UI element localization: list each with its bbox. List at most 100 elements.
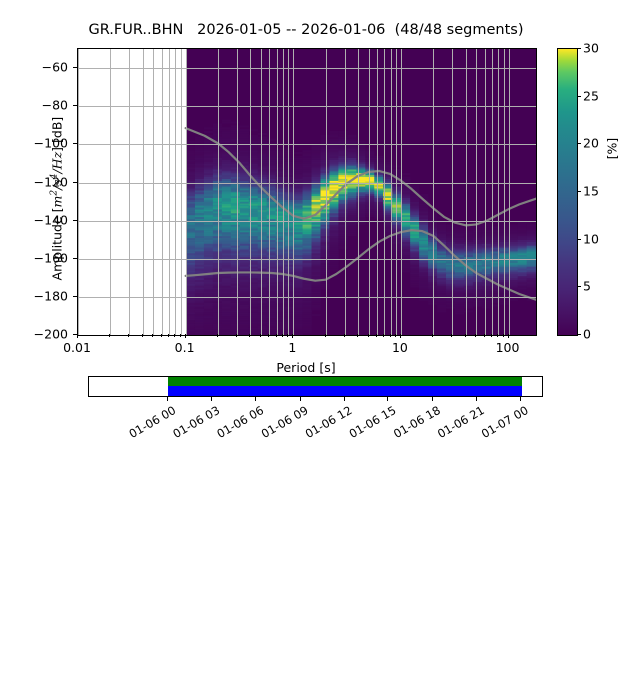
x-tick-minor bbox=[484, 334, 485, 337]
x-tick-minor bbox=[497, 334, 498, 337]
ppsd-figure: GR.FUR..BHN 2026-01-05 -- 2026-01-06 (48… bbox=[0, 0, 640, 480]
x-tick-minor bbox=[168, 334, 169, 337]
timeline-tick bbox=[255, 397, 256, 401]
ylabel-unit-m-exp: 2 bbox=[49, 190, 59, 196]
grid-line-vertical bbox=[181, 49, 182, 335]
x-tick-major bbox=[77, 334, 78, 338]
y-tick bbox=[73, 67, 77, 68]
grid-line-vertical bbox=[269, 49, 270, 335]
grid-line-vertical bbox=[384, 49, 385, 335]
grid-line-vertical bbox=[504, 49, 505, 335]
grid-line-vertical bbox=[169, 49, 170, 335]
y-tick bbox=[73, 105, 77, 106]
x-tick-minor bbox=[161, 334, 162, 337]
grid-line-vertical bbox=[466, 49, 467, 335]
x-tick-label: 100 bbox=[496, 340, 520, 355]
colorbar bbox=[557, 48, 578, 336]
colorbar-tick-label: 5 bbox=[583, 279, 591, 294]
x-tick-label: 0.1 bbox=[175, 340, 195, 355]
grid-line-vertical bbox=[509, 49, 510, 335]
colorbar-tick bbox=[577, 48, 581, 49]
x-tick-minor bbox=[368, 334, 369, 337]
ppsd-axes bbox=[77, 48, 537, 336]
grid-line-vertical bbox=[162, 49, 163, 335]
page-title: GR.FUR..BHN 2026-01-05 -- 2026-01-06 (48… bbox=[0, 22, 612, 38]
x-tick-minor bbox=[491, 334, 492, 337]
grid-line-horizontal bbox=[78, 297, 536, 298]
grid-line-horizontal bbox=[78, 68, 536, 69]
grid-line-vertical bbox=[485, 49, 486, 335]
timeline-tick bbox=[476, 397, 477, 401]
grid-line-horizontal bbox=[78, 259, 536, 260]
x-tick-major bbox=[185, 334, 186, 338]
x-tick-minor bbox=[180, 334, 181, 337]
colorbar-tick bbox=[577, 239, 581, 240]
y-tick bbox=[73, 143, 77, 144]
x-tick-minor bbox=[217, 334, 218, 337]
x-tick-minor bbox=[451, 334, 452, 337]
grid-line-vertical bbox=[288, 49, 289, 335]
colorbar-tick-label: 30 bbox=[583, 41, 599, 56]
x-tick-minor bbox=[276, 334, 277, 337]
colorbar-tick bbox=[577, 143, 581, 144]
colorbar-label: [%] bbox=[605, 99, 620, 199]
grid-line-horizontal bbox=[78, 144, 536, 145]
grid-line-vertical bbox=[78, 49, 79, 335]
noise-model-overlay bbox=[78, 49, 536, 335]
x-tick-minor bbox=[128, 334, 129, 337]
grid-line-horizontal bbox=[78, 183, 536, 184]
grid-line-vertical bbox=[377, 49, 378, 335]
x-tick-minor bbox=[357, 334, 358, 337]
x-tick-minor bbox=[282, 334, 283, 337]
x-tick-minor bbox=[344, 334, 345, 337]
grid-line-vertical bbox=[293, 49, 294, 335]
x-tick-major bbox=[508, 334, 509, 338]
colorbar-tick-label: 25 bbox=[583, 88, 599, 103]
colorbar-tick bbox=[577, 191, 581, 192]
grid-line-vertical bbox=[218, 49, 219, 335]
timeline-tick bbox=[387, 397, 388, 401]
y-tick bbox=[73, 296, 77, 297]
y-tick bbox=[73, 182, 77, 183]
grid-line-vertical bbox=[433, 49, 434, 335]
grid-line-vertical bbox=[153, 49, 154, 335]
colorbar-tick-label: 10 bbox=[583, 231, 599, 246]
x-tick-minor bbox=[325, 334, 326, 337]
colorbar-tick-label: 0 bbox=[583, 327, 591, 342]
y-tick bbox=[73, 220, 77, 221]
x-tick-minor bbox=[152, 334, 153, 337]
x-tick-major bbox=[292, 334, 293, 338]
x-tick-minor bbox=[260, 334, 261, 337]
grid-line-horizontal bbox=[78, 335, 536, 336]
timeline-band-data-coverage bbox=[168, 377, 521, 386]
grid-line-vertical bbox=[345, 49, 346, 335]
colorbar-tick-label: 15 bbox=[583, 184, 599, 199]
x-tick-label: 1 bbox=[288, 340, 296, 355]
grid-line-vertical bbox=[492, 49, 493, 335]
grid-line-vertical bbox=[277, 49, 278, 335]
grid-line-vertical bbox=[396, 49, 397, 335]
grid-line-vertical bbox=[283, 49, 284, 335]
grid-line-vertical bbox=[250, 49, 251, 335]
x-tick-minor bbox=[376, 334, 377, 337]
y-tick bbox=[73, 334, 77, 335]
grid-line-vertical bbox=[326, 49, 327, 335]
ylabel-unit-s-exp: 4 bbox=[49, 174, 59, 180]
ylabel-prefix: Amplitude [ bbox=[50, 208, 65, 281]
grid-line-vertical bbox=[401, 49, 402, 335]
grid-line-vertical bbox=[498, 49, 499, 335]
x-tick-major bbox=[400, 334, 401, 338]
grid-line-vertical bbox=[369, 49, 370, 335]
grid-line-vertical bbox=[391, 49, 392, 335]
y-axis-label: Amplitude [m2/s4/Hz] [dB] bbox=[49, 56, 64, 342]
axes-inner bbox=[78, 49, 536, 335]
x-tick-minor bbox=[383, 334, 384, 337]
grid-line-vertical bbox=[143, 49, 144, 335]
timeline-tick bbox=[300, 397, 301, 401]
x-tick-minor bbox=[174, 334, 175, 337]
grid-line-horizontal bbox=[78, 106, 536, 107]
x-tick-minor bbox=[249, 334, 250, 337]
x-axis-label: Period [s] bbox=[77, 360, 535, 375]
ylabel-unit-slash-s: /s bbox=[50, 179, 65, 190]
x-tick-minor bbox=[109, 334, 110, 337]
